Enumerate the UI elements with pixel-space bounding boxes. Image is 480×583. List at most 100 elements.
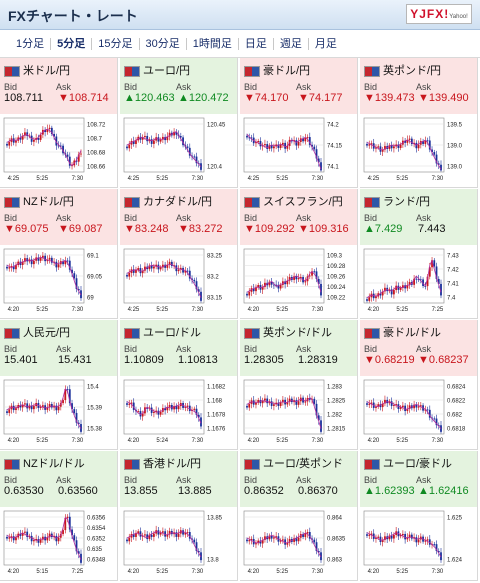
currency-pair-link[interactable]: 英ポンド/円 (364, 62, 473, 78)
mini-candle-chart[interactable]: 1.283 1.2825 1.282 1.2815 4:20 5:25 7:30 (242, 378, 356, 448)
currency-pair-link[interactable]: ユーロ/ドル (124, 324, 233, 340)
rate-card[interactable]: 豪ドル/ドル Bid Ask ▼0.68219 ▼0.68237 0.6824 0.6822… (360, 320, 478, 450)
currency-pair-link[interactable]: カナダドル/円 (124, 193, 233, 209)
candle-body (401, 285, 404, 288)
currency-pair-link[interactable]: 米ドル/円 (4, 62, 113, 78)
mini-candle-chart[interactable]: 69.1 69.05 69 4:20 5:25 7:30 (2, 247, 116, 317)
tab-timeframe-1[interactable]: 5分足 (51, 38, 93, 50)
candle-body (44, 255, 47, 262)
x-tick-label: 4:20 (368, 438, 380, 444)
tab-timeframe-5[interactable]: 日足 (239, 38, 274, 50)
candle-body (161, 136, 164, 140)
mini-candle-chart[interactable]: 0.864 0.8635 0.863 4:20 5:25 7:30 (242, 509, 356, 579)
tab-timeframe-4[interactable]: 1時間足 (187, 38, 239, 50)
y-tick-label: 7.43 (447, 254, 459, 260)
candle-body (275, 144, 278, 147)
ask-value: 1.28319 (298, 354, 352, 366)
rate-card[interactable]: スイスフラン/円 Bid Ask ▼109.292 ▼109.316 109.3 109.2… (240, 189, 358, 319)
currency-pair-link[interactable]: 豪ドル/円 (244, 62, 353, 78)
ask-value: ▼69.087 (58, 223, 112, 235)
bid-label: Bid (364, 213, 378, 223)
currency-pair-link[interactable]: ランド/円 (364, 193, 473, 209)
currency-pair-link[interactable]: ユーロ/豪ドル (364, 455, 473, 471)
mini-candle-chart[interactable]: 0.6824 0.6822 0.682 0.6818 4:20 5:25 7:30 (362, 378, 476, 448)
candle-body (33, 260, 35, 265)
rate-card[interactable]: 豪ドル/円 Bid Ask ▼74.170 ▼74.177 74.2 74.15 74.1 4:… (240, 58, 358, 188)
mini-candle-chart[interactable]: 120.45 120.4 4:25 5:25 7:30 (122, 116, 236, 186)
candle-body (404, 140, 407, 143)
candle-body (159, 411, 162, 415)
mini-candle-chart[interactable]: 139.5 139.0 139.0 4:25 5:25 7:30 (362, 116, 476, 186)
rate-card[interactable]: ランド/円 Bid Ask ▲7.429 7.443 7.43 7.42 7.41 7.4 4:2… (360, 189, 478, 319)
candle-body (311, 271, 313, 276)
ask-label: Ask (176, 344, 192, 354)
mini-candle-chart[interactable]: 108.72 108.7 108.68 108.66 4:25 5:25 7:30 (2, 116, 116, 186)
rate-card[interactable]: 英ポンド/ドル Bid Ask 1.28305 1.28319 1.283 1.2825 1.… (240, 320, 358, 450)
currency-pair-link[interactable]: 豪ドル/ドル (364, 324, 473, 340)
bid-number: 15.401 (4, 354, 38, 366)
rate-card[interactable]: 米ドル/円 Bid Ask 108.711 ▼108.714 108.72 108.7 108… (0, 58, 118, 188)
mini-candle-chart[interactable]: 13.85 13.8 4:20 5:25 7:30 (122, 509, 236, 579)
rate-card[interactable]: ユーロ/英ポンド Bid Ask 0.86352 0.86370 0.864 0.8635 0… (240, 451, 358, 581)
candle-body (433, 152, 436, 155)
candle-body (299, 276, 302, 279)
x-tick-label: 4:20 (248, 307, 260, 313)
currency-pair-link[interactable]: ユーロ/円 (124, 62, 233, 78)
candle-body (393, 290, 395, 295)
mini-candle-chart[interactable]: 83.25 83.2 83.15 4:25 5:25 7:30 (122, 247, 236, 317)
candle-body (433, 544, 436, 545)
candle-body (428, 539, 431, 545)
y-tick-label: 83.2 (207, 275, 219, 281)
candle-body (33, 540, 35, 542)
mini-candle-chart[interactable]: 74.2 74.15 74.1 4:25 5:25 7:30 (242, 116, 356, 186)
candle-body (246, 405, 248, 408)
rate-card[interactable]: NZドル/ドル Bid Ask 0.63530 0.63560 0.6356 0.6354 0… (0, 451, 118, 581)
candle-body (257, 285, 260, 288)
candle-body (381, 149, 384, 152)
currency-pair-link[interactable]: NZドル/円 (4, 193, 113, 209)
tab-timeframe-7[interactable]: 月足 (314, 38, 337, 50)
currency-pair-link[interactable]: スイスフラン/円 (244, 193, 353, 209)
rate-card[interactable]: ユーロ/ドル Bid Ask 1.10809 1.10813 1.1682 1.168 1.1… (120, 320, 238, 450)
candle-body (197, 414, 200, 418)
rate-card[interactable]: 香港ドル/円 Bid Ask 13.855 13.885 13.85 13.8 4:20 5:2… (120, 451, 238, 581)
ask-value: 13.885 (178, 485, 232, 497)
tab-timeframe-6[interactable]: 週足 (274, 38, 309, 50)
y-tick-label: 7.4 (447, 296, 456, 302)
currency-pair-link[interactable]: 人民元/円 (4, 324, 113, 340)
mini-candle-chart[interactable]: 15.4 15.39 15.38 4:20 5:25 7:30 (2, 378, 116, 448)
mini-candle-chart[interactable]: 109.3 109.28 109.26 109.24 109.22 4:20 5:25 7:3… (242, 247, 356, 317)
candle-body (35, 538, 38, 541)
currency-pair-link[interactable]: ユーロ/英ポンド (244, 455, 353, 471)
tab-timeframe-3[interactable]: 30分足 (140, 38, 187, 50)
candle-body (150, 534, 153, 537)
x-tick-label: 7:30 (72, 438, 84, 444)
rate-card[interactable]: ユーロ/豪ドル Bid Ask ▲1.62393 ▲1.62416 1.625 1.624 4… (360, 451, 478, 581)
mini-candle-chart[interactable]: 1.625 1.624 4:20 5:25 7:30 (362, 509, 476, 579)
candle-body (437, 551, 440, 553)
currency-pair-link[interactable]: 香港ドル/円 (124, 455, 233, 471)
mini-candle-chart[interactable]: 1.1682 1.168 1.1678 1.1676 4:20 5:24 7:30 (122, 378, 236, 448)
x-tick-label: 5:25 (156, 176, 168, 182)
currency-pair-link[interactable]: NZドル/ドル (4, 455, 113, 471)
rate-card[interactable]: NZドル/円 Bid Ask ▼69.075 ▼69.087 69.1 69.05 69 4:2… (0, 189, 118, 319)
currency-pair-link[interactable]: 英ポンド/ドル (244, 324, 353, 340)
rate-card[interactable]: 人民元/円 Bid Ask 15.401 15.431 15.4 15.39 15.38 4:2… (0, 320, 118, 450)
tab-timeframe-2[interactable]: 15分足 (92, 38, 140, 50)
bid-number: 0.86352 (244, 485, 284, 497)
candle-body (26, 403, 29, 409)
candle-body (440, 164, 442, 171)
candle-body (275, 402, 278, 405)
y-tick-label: 120.45 (207, 123, 226, 129)
rate-card[interactable]: ユーロ/円 Bid Ask ▲120.463 ▲120.472 120.45 120.4 4:… (120, 58, 238, 188)
tab-timeframe-0[interactable]: 1分足 (10, 38, 52, 50)
mini-candle-chart[interactable]: 7.43 7.42 7.41 7.4 4:20 5:25 7:25 (362, 247, 476, 317)
candle-body (53, 133, 55, 137)
ask-number: 83.272 (188, 223, 223, 235)
rate-card[interactable]: カナダドル/円 Bid Ask ▼83.248 ▼83.272 83.25 83.2 83.1… (120, 189, 238, 319)
yjfx-logo[interactable]: YJFX!Yahoo! (406, 4, 472, 24)
chart-frame (363, 379, 445, 435)
mini-candle-chart[interactable]: 0.6356 0.6354 0.6352 0.635 0.6348 4:20 5:15 7:2… (2, 509, 116, 579)
rate-card[interactable]: 英ポンド/円 Bid Ask ▼139.473 ▼139.490 139.5 139.0 13… (360, 58, 478, 188)
x-tick-label: 4:20 (128, 438, 140, 444)
